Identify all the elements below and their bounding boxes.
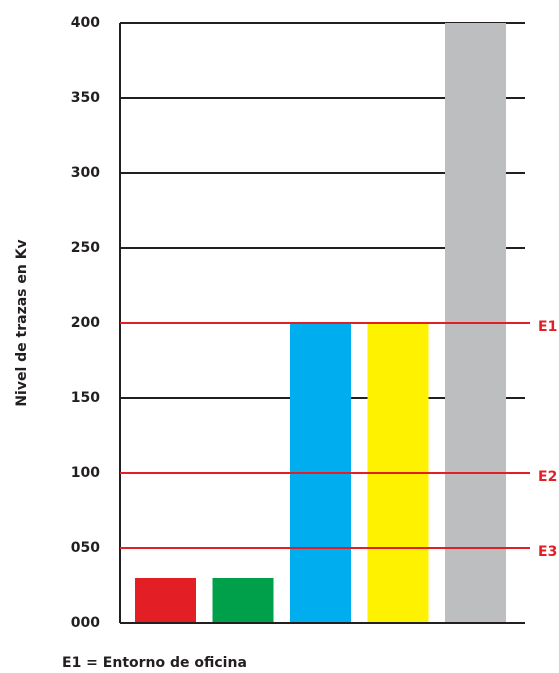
y-tick-label: 350 (71, 90, 100, 106)
y-tick-label: 150 (71, 390, 100, 406)
reference-label: E2 (538, 469, 557, 485)
y-tick-label: 100 (71, 465, 100, 481)
y-tick-label: 400 (71, 15, 100, 31)
reference-label: E1 (538, 319, 557, 335)
y-tick-label: 200 (71, 315, 100, 331)
y-tick-label: 000 (71, 615, 100, 631)
note: E1 = Entorno de oficina (62, 655, 247, 671)
y-axis-label: Nivel de trazas en Kv (14, 239, 30, 406)
y-tick-label: 300 (71, 165, 100, 181)
y-tick-label: 250 (71, 240, 100, 256)
reference-label: E3 (538, 544, 557, 560)
y-tick-label: 050 (71, 540, 100, 556)
bar (135, 578, 196, 623)
bar (212, 578, 274, 623)
